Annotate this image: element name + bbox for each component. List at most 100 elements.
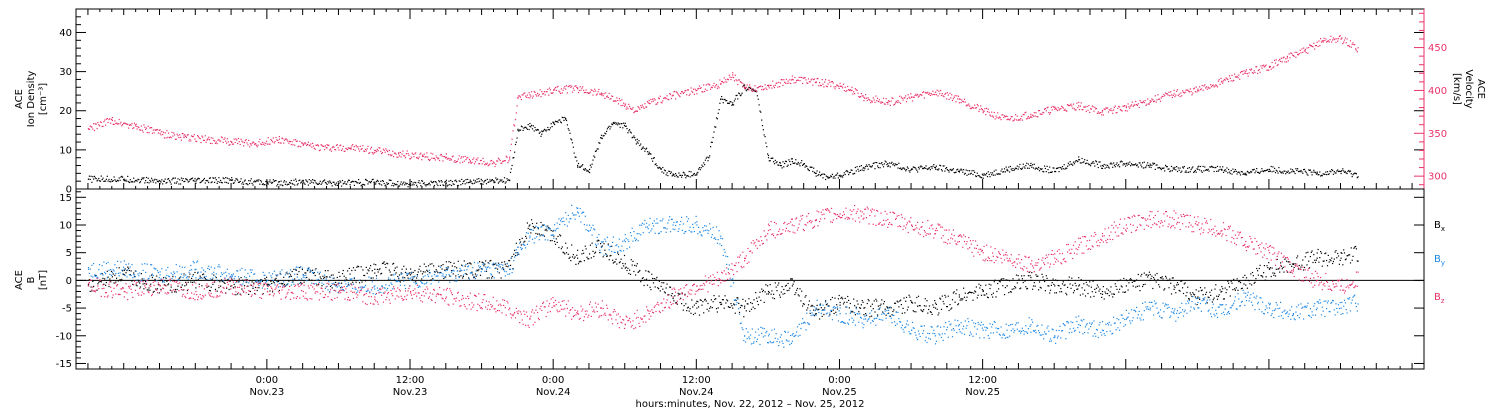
data-point — [414, 153, 416, 155]
data-point — [1030, 164, 1032, 167]
data-point — [631, 137, 633, 139]
data-point — [657, 102, 659, 104]
data-point — [1135, 100, 1137, 103]
data-point — [684, 90, 686, 92]
data-point — [1009, 165, 1012, 168]
data-point — [427, 270, 429, 272]
data-point — [1107, 107, 1109, 109]
data-point — [97, 122, 99, 124]
data-point — [207, 180, 209, 182]
data-point — [290, 275, 292, 278]
data-point — [1230, 80, 1232, 82]
data-point — [461, 264, 463, 266]
data-point — [491, 159, 493, 162]
data-point — [1107, 166, 1110, 168]
data-point — [1248, 72, 1250, 74]
data-point — [1320, 251, 1322, 253]
data-point — [566, 92, 568, 94]
data-point — [90, 275, 92, 277]
data-point — [411, 152, 413, 154]
data-point — [136, 128, 138, 130]
data-point — [105, 180, 107, 182]
data-point — [1239, 174, 1242, 176]
data-point — [1016, 165, 1018, 167]
data-point — [565, 118, 567, 120]
data-point — [1318, 261, 1320, 263]
data-point — [1017, 275, 1019, 277]
data-point — [837, 298, 839, 300]
data-point — [461, 156, 463, 158]
data-point — [270, 280, 272, 282]
data-point — [279, 142, 281, 144]
data-point — [640, 148, 643, 150]
data-point — [1105, 164, 1107, 166]
data-point — [910, 93, 912, 95]
data-point — [102, 177, 104, 179]
data-point — [963, 296, 966, 298]
data-point — [533, 130, 535, 132]
data-point — [1003, 294, 1006, 296]
data-point — [1159, 167, 1162, 169]
bottom-ytick-label: -15 — [56, 359, 72, 370]
data-point — [1041, 273, 1043, 275]
data-point — [750, 308, 753, 310]
data-point — [870, 102, 872, 104]
data-point — [909, 171, 911, 173]
data-point — [107, 276, 109, 278]
data-point — [1001, 168, 1003, 170]
data-point — [162, 131, 165, 133]
data-point — [107, 121, 109, 124]
data-point — [1345, 42, 1347, 44]
data-point — [1186, 89, 1188, 91]
data-point — [948, 171, 950, 173]
data-point — [703, 84, 705, 86]
data-point — [234, 286, 236, 288]
data-point — [1205, 291, 1208, 293]
data-point — [549, 240, 551, 242]
data-point — [1134, 280, 1136, 282]
data-point — [1199, 89, 1202, 91]
data-point — [1304, 50, 1306, 52]
data-point — [506, 178, 508, 180]
data-point — [262, 183, 264, 185]
data-point — [1071, 163, 1073, 165]
data-point — [1088, 105, 1090, 107]
data-point — [229, 280, 231, 282]
data-point — [1248, 172, 1250, 174]
data-point — [385, 266, 387, 269]
data-point — [1343, 171, 1346, 173]
data-point — [265, 279, 267, 281]
data-point — [1064, 168, 1066, 170]
data-point — [168, 276, 171, 278]
data-point — [673, 91, 675, 93]
data-point — [212, 277, 214, 279]
data-point — [918, 95, 920, 97]
data-point — [159, 274, 161, 276]
data-point — [320, 183, 322, 185]
data-point — [94, 274, 96, 276]
data-point — [1095, 107, 1098, 110]
data-point — [275, 136, 277, 139]
data-point — [1024, 167, 1026, 169]
data-point — [696, 172, 698, 174]
data-point — [1202, 165, 1204, 167]
data-point — [368, 270, 370, 272]
data-point — [977, 294, 979, 296]
data-point — [1324, 253, 1326, 255]
data-point — [681, 292, 683, 294]
data-point — [230, 275, 232, 277]
data-point — [1336, 257, 1338, 259]
data-point — [723, 77, 725, 79]
data-point — [615, 258, 617, 260]
data-point — [586, 170, 588, 172]
data-point — [701, 91, 703, 93]
data-point — [875, 161, 877, 164]
data-point — [1165, 93, 1167, 95]
data-point — [1318, 174, 1320, 176]
data-point — [962, 171, 964, 173]
data-point — [681, 303, 683, 305]
data-point — [305, 143, 307, 145]
data-point — [765, 87, 767, 89]
data-point — [237, 276, 240, 278]
data-point — [517, 253, 519, 256]
